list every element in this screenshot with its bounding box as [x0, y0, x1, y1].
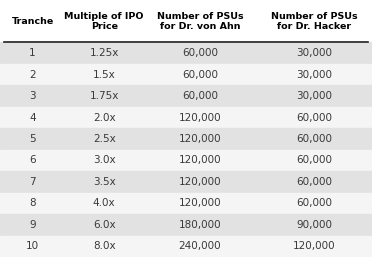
- Text: 6.0x: 6.0x: [93, 220, 115, 230]
- Text: 240,000: 240,000: [179, 241, 221, 251]
- Bar: [0, 150, 372, 171]
- Text: 1: 1: [29, 48, 36, 58]
- Text: 8.0x: 8.0x: [93, 241, 115, 251]
- Bar: [0, 107, 372, 128]
- Bar: [0, 64, 372, 85]
- Text: 60,000: 60,000: [296, 177, 332, 187]
- Text: 3.0x: 3.0x: [93, 155, 115, 166]
- Text: 2.5x: 2.5x: [93, 134, 116, 144]
- Bar: [0, 42, 372, 64]
- Text: 60,000: 60,000: [296, 113, 332, 123]
- Bar: [0, 85, 372, 107]
- Text: 60,000: 60,000: [182, 91, 218, 101]
- Text: 6: 6: [29, 155, 36, 166]
- Text: 60,000: 60,000: [296, 155, 332, 166]
- Text: 8: 8: [29, 198, 36, 208]
- Text: 120,000: 120,000: [179, 155, 221, 166]
- Text: 30,000: 30,000: [296, 48, 332, 58]
- Text: 60,000: 60,000: [182, 70, 218, 80]
- Text: Multiple of IPO
Price: Multiple of IPO Price: [64, 12, 144, 31]
- Text: 7: 7: [29, 177, 36, 187]
- Bar: [0, 235, 372, 257]
- Text: 120,000: 120,000: [179, 198, 221, 208]
- Text: 10: 10: [26, 241, 39, 251]
- Text: 3.5x: 3.5x: [93, 177, 116, 187]
- Text: 120,000: 120,000: [179, 113, 221, 123]
- Text: 60,000: 60,000: [296, 198, 332, 208]
- Text: 1.75x: 1.75x: [90, 91, 119, 101]
- Text: 2: 2: [29, 70, 36, 80]
- Text: 30,000: 30,000: [296, 91, 332, 101]
- Text: 60,000: 60,000: [182, 48, 218, 58]
- Text: 1.5x: 1.5x: [93, 70, 116, 80]
- Text: 4.0x: 4.0x: [93, 198, 115, 208]
- Text: 90,000: 90,000: [296, 220, 332, 230]
- Text: Number of PSUs
for Dr. von Ahn: Number of PSUs for Dr. von Ahn: [157, 12, 243, 31]
- Text: 120,000: 120,000: [179, 177, 221, 187]
- Text: 180,000: 180,000: [179, 220, 221, 230]
- Text: 5: 5: [29, 134, 36, 144]
- Text: 1.25x: 1.25x: [90, 48, 119, 58]
- Text: 2.0x: 2.0x: [93, 113, 115, 123]
- Bar: [0, 171, 372, 193]
- Text: 120,000: 120,000: [179, 134, 221, 144]
- Text: 30,000: 30,000: [296, 70, 332, 80]
- Text: Number of PSUs
for Dr. Hacker: Number of PSUs for Dr. Hacker: [271, 12, 357, 31]
- Bar: [0, 128, 372, 150]
- Text: 60,000: 60,000: [296, 134, 332, 144]
- Text: 9: 9: [29, 220, 36, 230]
- Bar: [0, 214, 372, 235]
- Bar: [0, 0, 372, 42]
- Text: 120,000: 120,000: [293, 241, 336, 251]
- Bar: [0, 193, 372, 214]
- Text: Tranche: Tranche: [12, 17, 54, 26]
- Text: 3: 3: [29, 91, 36, 101]
- Text: 4: 4: [29, 113, 36, 123]
